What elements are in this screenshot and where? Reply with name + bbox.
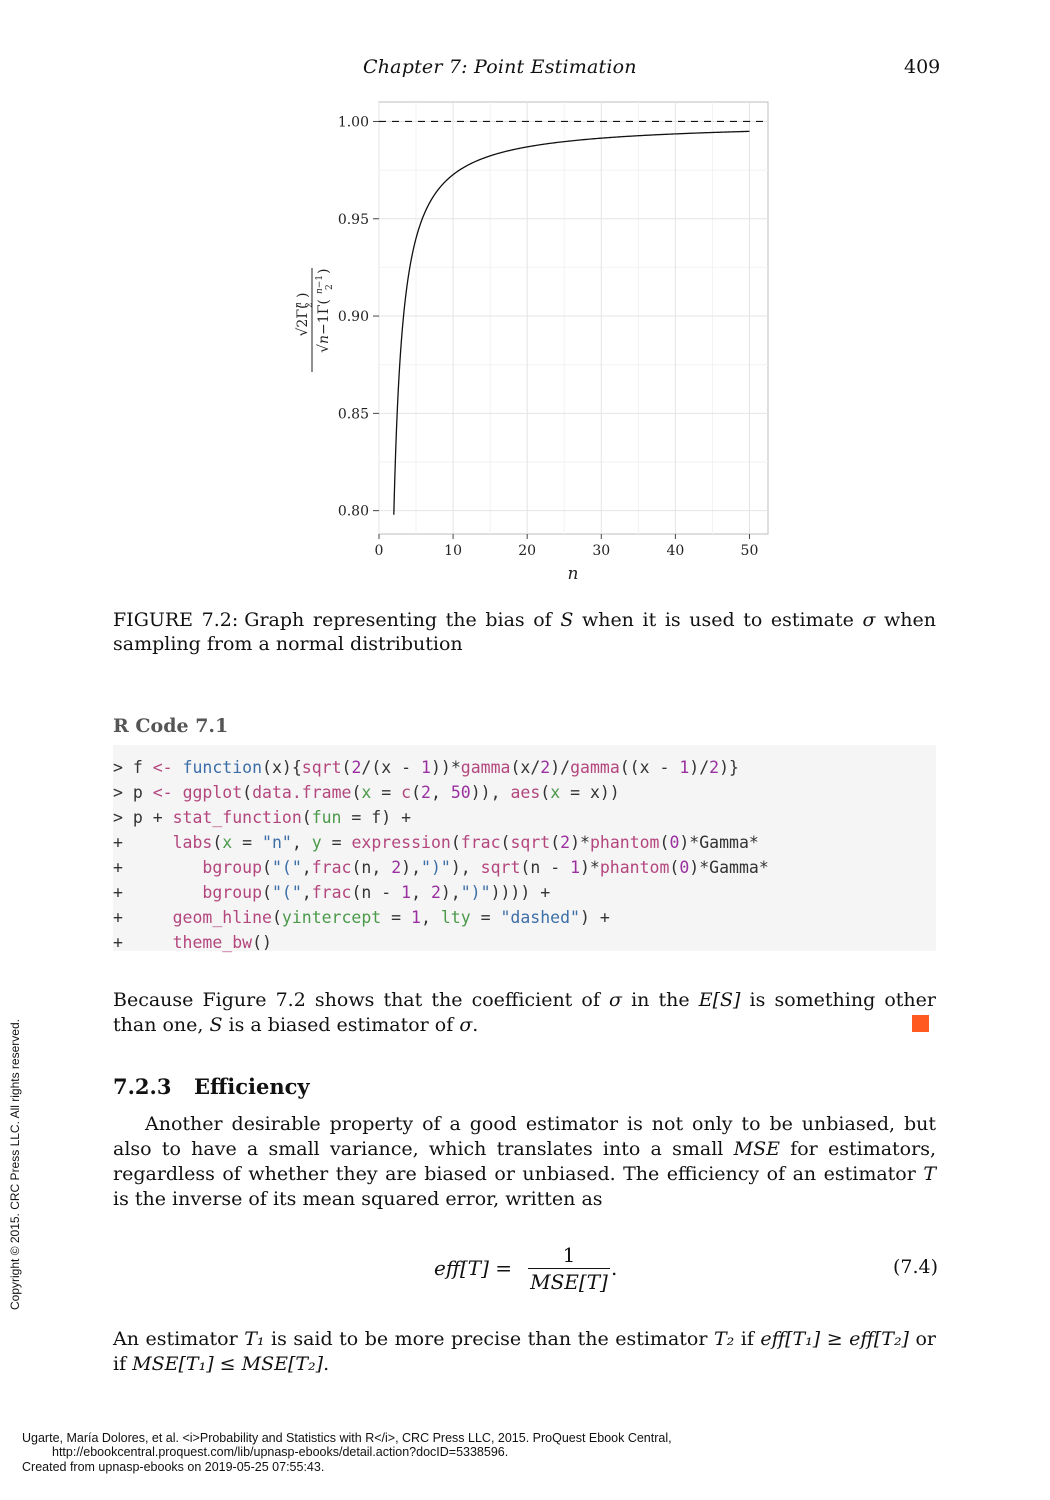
equation-efficiency: eff[T] = 1 MSE[T] .: [434, 1242, 634, 1300]
equation-number: (7.4): [893, 1256, 939, 1278]
y-label-denominator: √n−1Γ( n−1 2 ): [315, 269, 335, 353]
y-tick-label: 0.90: [338, 309, 369, 325]
svg-text:√n−1Γ(: √n−1Γ(: [316, 299, 332, 353]
section-title: Efficiency: [194, 1074, 310, 1099]
equation-lhs: eff[T] =: [434, 1256, 513, 1280]
paragraph-conclusion: Because Figure 7.2 shows that the coeffi…: [113, 989, 936, 1036]
svg-text:√2Γ(: √2Γ(: [295, 303, 311, 336]
code-line-1: > f <- function(x){sqrt(2/(x - 1))*gamma…: [113, 758, 739, 777]
code-block: > f <- function(x){sqrt(2/(x - 1))*gamma…: [113, 745, 936, 952]
y-tick-label: 0.95: [338, 212, 369, 228]
x-tick-label: 0: [375, 543, 384, 559]
side-copyright: Copyright © 2015. CRC Press LLC. All rig…: [8, 1019, 22, 1310]
tick-labels: 0 10 20 30 40 50 0.80 0.85 0.90 0.95 1.00: [338, 114, 759, 559]
paragraph-efficiency: Another desirable property of a good est…: [113, 1113, 936, 1210]
plot-panel: [378, 101, 769, 535]
footer-citation: Ugarte, María Dolores, et al. <i>Probabi…: [22, 1431, 672, 1445]
svg-text:n: n: [294, 302, 304, 308]
y-axis-label: √2Γ( n 2 ) √n−1Γ( n−1 2 ): [294, 268, 335, 372]
y-tick-label: 0.85: [338, 406, 369, 422]
section-number: 7.2.3: [113, 1074, 172, 1099]
y-tick-label: 1.00: [338, 114, 369, 130]
x-axis-label: n: [568, 564, 579, 584]
equation-fraction: 1 MSE[T]: [526, 1242, 612, 1295]
x-tick-label: 30: [592, 543, 610, 559]
x-tick-label: 50: [741, 543, 759, 559]
equation-denominator: MSE[T]: [530, 1270, 608, 1294]
code-line-5: + bgroup("(",frac(n, 2),")"), sqrt(n - 1…: [113, 858, 769, 877]
x-tick-label: 10: [444, 543, 462, 559]
code-line-4: + labs(x = "n", y = expression(frac(sqrt…: [113, 833, 759, 852]
svg-text:): ): [295, 293, 311, 298]
bias-curve: [393, 130, 750, 515]
code-line-3: > p + stat_function(fun = f) +: [113, 808, 412, 827]
bias-chart: 0 10 20 30 40 50 0.80 0.85 0.90 0.95 1.00 n √2Γ( n…: [294, 101, 769, 584]
x-tick-label: 40: [666, 543, 684, 559]
fraction-bar: [528, 1268, 610, 1269]
code-line-8: + theme_bw(): [113, 933, 272, 952]
code-title: R Code 7.1: [113, 715, 229, 737]
code-line-2: > p <- ggplot(data.frame(x = c(2, 50)), …: [113, 783, 620, 802]
axis-ticks: [373, 120, 750, 539]
footer-created: Created from upnasp-ebooks on 2019-05-25…: [22, 1460, 325, 1474]
y-label-numerator: √2Γ( n 2 ): [294, 293, 315, 337]
running-title: Chapter 7: Point Estimation: [363, 56, 637, 78]
svg-text:n−1: n−1: [315, 275, 325, 294]
equation-numerator: 1: [562, 1243, 576, 1267]
x-tick-label: 20: [518, 543, 536, 559]
svg-text:2: 2: [305, 302, 315, 308]
code-line-7: + geom_hline(yintercept = 1, lty = "dash…: [113, 908, 610, 927]
footer-url: http://ebookcentral.proquest.com/lib/upn…: [52, 1445, 509, 1459]
paragraph-precision: An estimator T₁ is said to be more preci…: [113, 1328, 937, 1375]
svg-text:): ): [316, 269, 332, 274]
end-of-example-square-icon: [912, 1015, 929, 1032]
svg-text:2: 2: [325, 284, 335, 290]
page-number: 409: [904, 56, 941, 78]
caption-lead: FIGURE 7.2:: [113, 609, 239, 631]
equation-dot: .: [611, 1256, 618, 1280]
y-tick-label: 0.80: [338, 504, 369, 520]
figure-caption: FIGURE 7.2: Graph representing the bias o…: [113, 609, 936, 655]
code-line-6: + bgroup("(",frac(n - 1, 2),")")))) +: [113, 883, 551, 902]
